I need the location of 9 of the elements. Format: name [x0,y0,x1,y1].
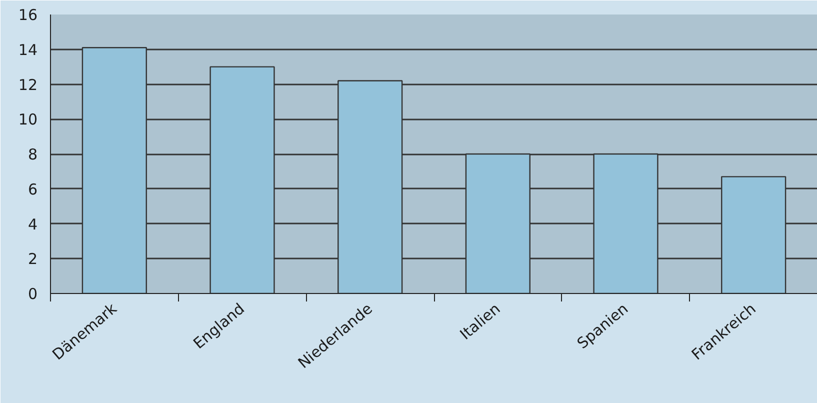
y-tick-label: 2 [28,250,38,268]
y-tick-label: 6 [28,180,38,198]
y-tick-label: 12 [18,76,38,94]
y-tick-label: 10 [18,110,38,129]
y-tick-label: 14 [18,40,38,59]
y-tick-label: 4 [28,215,38,234]
y-tick-label: 16 [18,6,38,24]
y-tick-label: 0 [28,285,38,303]
y-tick-label: 8 [28,146,38,164]
